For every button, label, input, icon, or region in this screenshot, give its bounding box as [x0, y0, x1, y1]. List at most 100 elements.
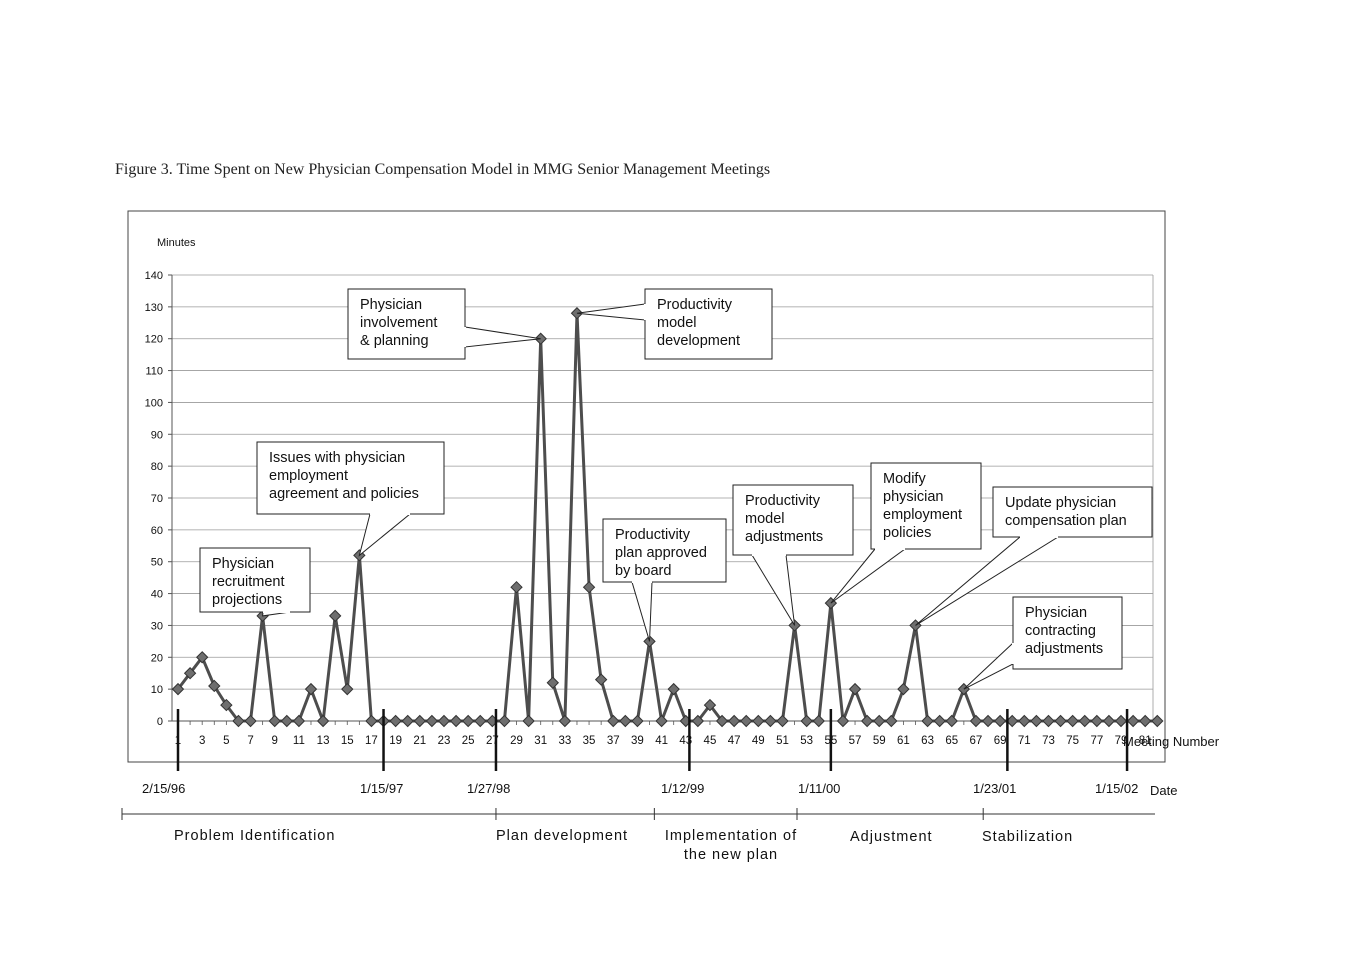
data-point: [812, 714, 825, 728]
callout-text-line: Physician: [1025, 605, 1087, 621]
data-point: [558, 714, 572, 728]
callout-text: Update physician compensation plan: [1005, 495, 1127, 529]
data-point: [969, 714, 983, 728]
callout-box: [644, 288, 773, 360]
data-point: [885, 714, 898, 728]
callout-text-line: Modify: [883, 471, 926, 487]
callout-text-line: adjustments: [745, 529, 823, 545]
callout-box: [1012, 596, 1123, 670]
y-tick-label: 110: [145, 366, 163, 378]
data-point: [510, 580, 523, 594]
callout-text-line: recruitment: [212, 574, 285, 590]
data-point: [244, 714, 257, 728]
date-label: 1/15/97: [360, 781, 403, 796]
callout-pointer: [751, 554, 796, 626]
phase-axis: Problem Identification Plan development Im…: [121, 808, 1155, 863]
data-point: [631, 714, 644, 728]
data-point: [1066, 714, 1079, 728]
y-axis: 0 10 20 30 40 50 60 70 80 90 100 110 120 130 140 Minute…: [145, 237, 1154, 728]
data-point: [437, 714, 451, 728]
data-point: [703, 698, 717, 712]
x-tick-label: 3: [199, 735, 205, 747]
callout-box: [256, 441, 445, 515]
phase-label-line: Problem Identification: [174, 828, 335, 844]
data-point: [1054, 714, 1067, 728]
y-tick-label: 90: [151, 429, 163, 441]
data-point: [365, 714, 378, 728]
date-label: 1/27/98: [467, 781, 510, 796]
y-axis-label: Minutes: [157, 237, 196, 249]
callout-pointer: [464, 326, 541, 348]
data-point: [304, 682, 318, 696]
x-tick-label: 35: [583, 735, 596, 747]
callout-text-line: Productivity: [615, 527, 691, 543]
data-point: [981, 714, 995, 728]
callout-text-line: Issues with physician: [269, 450, 405, 466]
data-markers: [171, 307, 1164, 728]
x-tick-label: 75: [1066, 735, 1079, 747]
x-tick-label: 63: [921, 735, 934, 747]
callout-pointer: [631, 581, 653, 642]
data-point: [183, 667, 197, 680]
callout-text: Physician recruitment projections: [212, 556, 285, 608]
data-point: [401, 714, 414, 728]
data-point: [848, 682, 862, 696]
date-label: 1/15/02: [1095, 781, 1138, 796]
x-tick-label: 9: [272, 735, 278, 747]
callout-text-line: & planning: [360, 333, 429, 349]
phase-label: Implementation of the new plan: [665, 828, 797, 863]
callout-text-line: projections: [212, 592, 282, 608]
date-label: 2/15/96: [142, 781, 185, 796]
callout-box: [199, 547, 311, 613]
data-point: [933, 714, 946, 728]
data-point: [389, 714, 402, 728]
callout-text-line: by board: [615, 563, 671, 579]
data-point: [897, 682, 910, 696]
data-point: [607, 714, 620, 728]
data-point: [776, 714, 789, 728]
callout-pointer: [963, 641, 1014, 690]
callout-text: Productivity plan approved by board: [615, 527, 707, 579]
x-tick-label: 15: [341, 735, 354, 747]
x-tick-label: 7: [247, 735, 253, 747]
data-point: [341, 682, 354, 696]
data-point: [208, 679, 221, 693]
phase-label-line: Implementation of: [665, 828, 797, 844]
data-point: [1126, 714, 1140, 728]
callout-text-line: employment: [269, 468, 348, 484]
data-point: [171, 682, 185, 696]
y-tick-label: 140: [145, 270, 163, 282]
x-tick-label: 37: [607, 735, 620, 747]
callout-text: Issues with physician employment agreement…: [269, 450, 419, 502]
x-tick-label: 71: [1018, 735, 1031, 747]
data-point: [316, 714, 330, 728]
callout-text-line: employment: [883, 507, 962, 523]
y-tick-label: 20: [151, 652, 163, 664]
data-point: [873, 714, 886, 728]
callout-text-line: model: [745, 511, 785, 527]
x-tick-label: 5: [223, 735, 229, 747]
data-point: [582, 580, 596, 594]
data-point: [1114, 714, 1128, 728]
callout-text-line: policies: [883, 525, 931, 541]
data-point: [860, 714, 874, 728]
data-point: [752, 714, 765, 728]
data-point: [764, 714, 777, 728]
callout-text: Modify physician employment policies: [883, 471, 962, 541]
callout-text-line: Update physician: [1005, 495, 1116, 511]
callout-text-line: Physician: [360, 297, 422, 313]
date-label: 1/23/01: [973, 781, 1016, 796]
phase-label-line: Adjustment: [850, 829, 933, 845]
x-tick-label: 77: [1090, 735, 1103, 747]
x-tick-label: 73: [1042, 735, 1055, 747]
y-tick-label: 60: [151, 525, 163, 537]
y-tick-label: 0: [157, 716, 163, 728]
data-point: [268, 714, 281, 728]
callout-text-line: Productivity: [657, 297, 733, 313]
callout-text-line: Productivity: [745, 493, 821, 509]
data-point: [195, 651, 209, 664]
x-tick-label: 51: [776, 735, 789, 747]
data-point: [921, 714, 934, 728]
data-point: [1138, 714, 1152, 728]
